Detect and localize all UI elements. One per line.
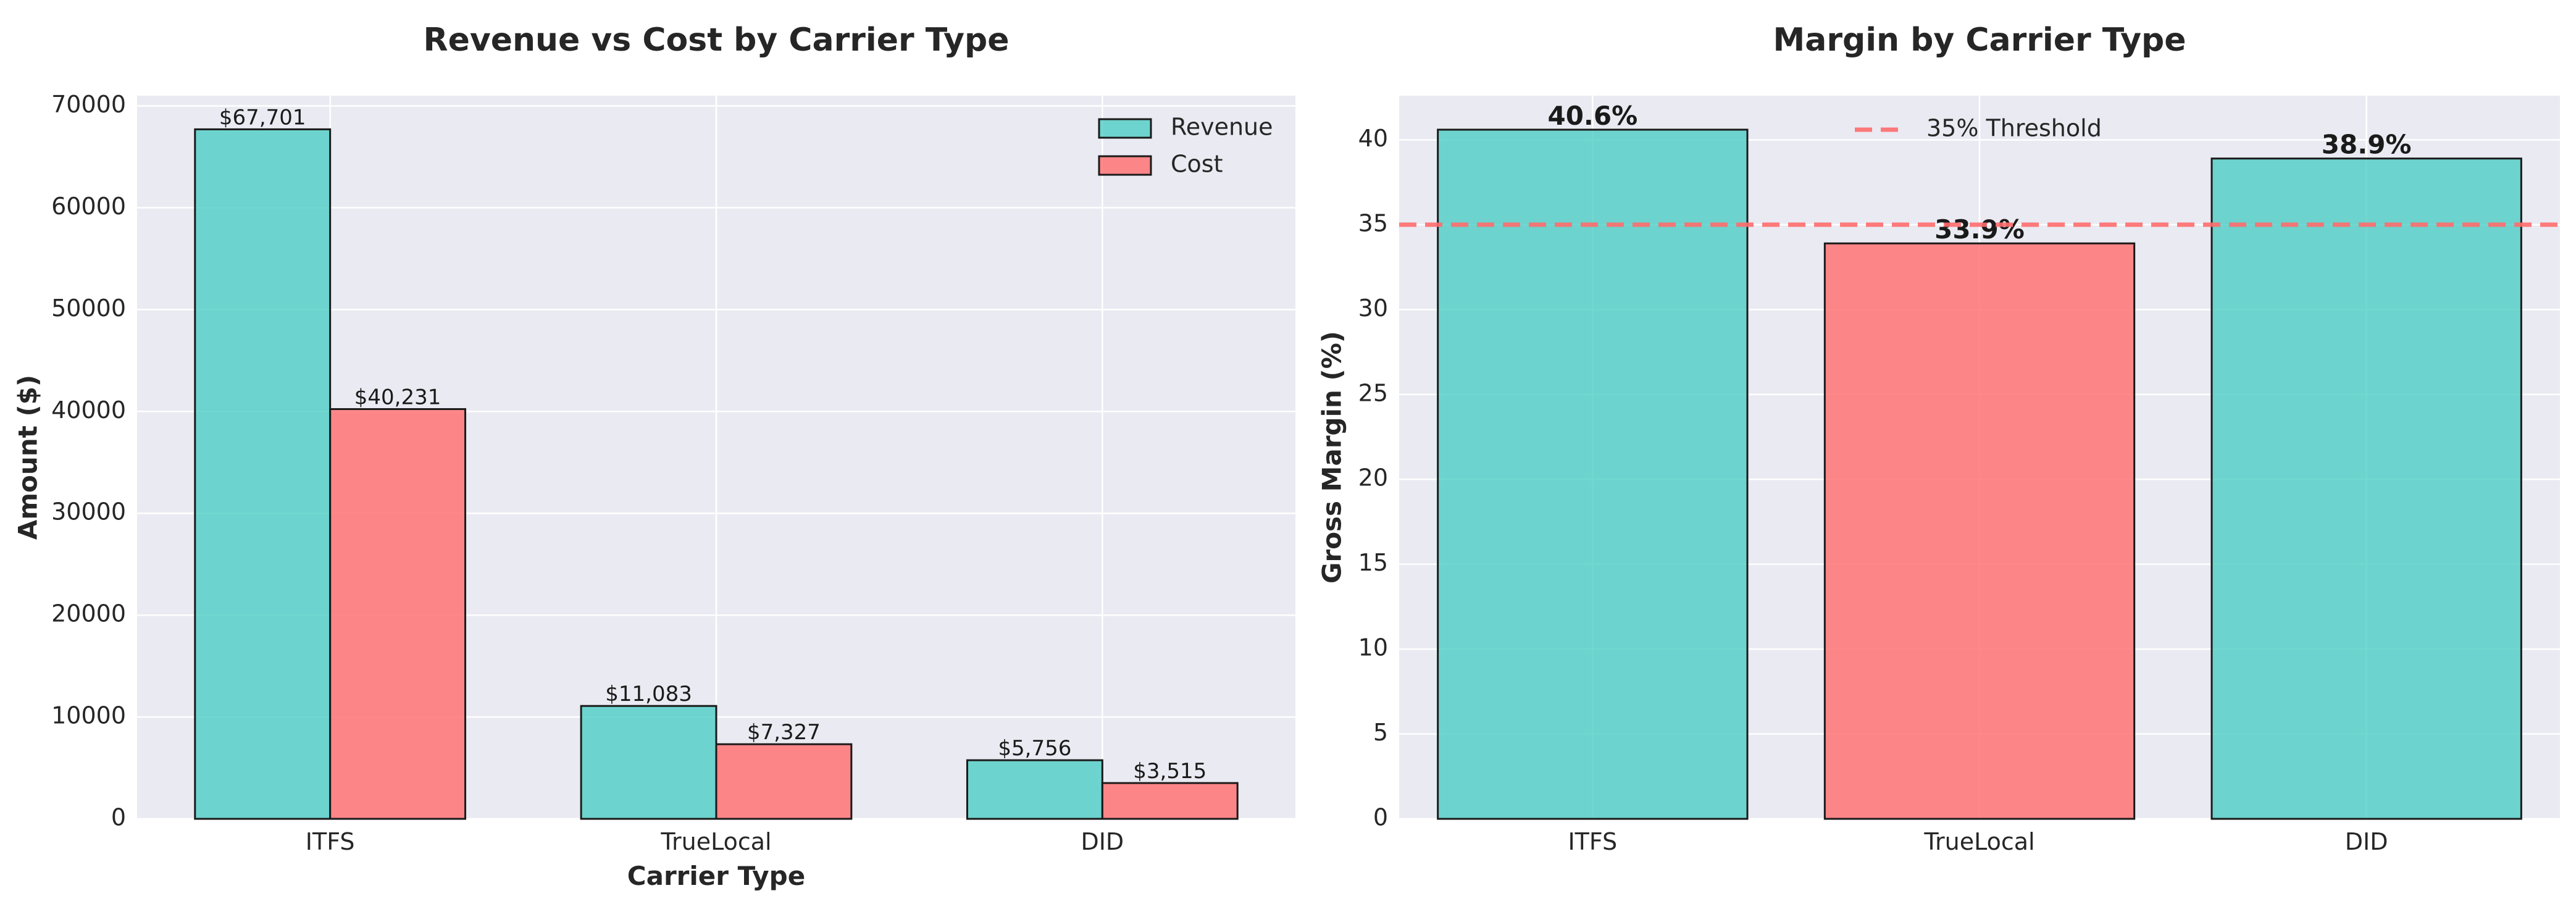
legend-label: Revenue [1171,114,1273,141]
x-tick-label: ITFS [306,828,355,855]
bar-value-label: 33.9% [1934,214,2025,245]
y-tick-label: 10000 [51,702,126,729]
chart-title: Margin by Carrier Type [1773,22,2186,59]
y-tick-label: 35 [1358,209,1388,237]
bar-value-label: $3,515 [1133,759,1206,784]
y-tick-label: 60000 [51,193,126,220]
bar-cost-truelocal [715,743,853,820]
bar-did [2210,157,2522,820]
y-tick-label: 5 [1373,719,1388,746]
legend-swatch-cost [1098,155,1152,176]
y-tick-label: 40000 [51,396,126,424]
x-tick-label: TrueLocal [1923,828,2034,855]
bar-revenue-itfs [194,128,332,820]
x-tick-label: DID [1081,828,1124,855]
x-tick-label: ITFS [1568,828,1617,855]
y-axis-label: Amount ($) [13,375,43,540]
bar-value-label: 38.9% [2322,130,2412,160]
bar-revenue-truelocal [580,705,717,820]
y-tick-label: 15 [1358,549,1388,576]
bar-value-label: $67,701 [219,105,306,130]
x-axis-label: Carrier Type [627,861,805,891]
bar-value-label: $40,231 [354,385,441,409]
bar-truelocal [1823,242,2136,820]
legend-label: 35% Threshold [1926,115,2102,142]
bar-revenue-did [966,759,1103,820]
y-tick-label: 30000 [51,498,126,526]
bar-value-label: 40.6% [1547,101,1637,131]
bar-cost-did [1101,782,1239,820]
chart-title: Revenue vs Cost by Carrier Type [424,22,1010,59]
bar-value-label: $7,327 [747,720,821,745]
y-tick-label: 50000 [51,295,126,322]
bar-itfs [1437,128,1749,820]
y-tick-label: 20000 [51,600,126,627]
y-tick-label: 0 [1373,804,1388,831]
bar-value-label: $5,756 [998,736,1071,761]
bar-cost-itfs [329,408,467,820]
x-tick-label: DID [2345,828,2388,855]
y-tick-label: 25 [1358,379,1388,406]
y-tick-label: 70000 [51,91,126,118]
y-tick-label: 20 [1358,464,1388,492]
legend: 35% Threshold [1855,115,2102,142]
y-tick-label: 40 [1358,125,1388,152]
legend-swatch-revenue [1098,118,1152,139]
x-tick-label: TrueLocal [660,828,771,855]
bar-value-label: $11,083 [605,682,692,706]
chart-1: 0 10000 20000 30000 40000 50000 60000 70000 ITFS… [13,22,1295,891]
legend: Revenue Cost [1098,114,1273,178]
y-axis-label: Gross Margin (%) [1317,331,1347,584]
y-tick-label: 10 [1358,634,1388,661]
legend-label: Cost [1171,151,1223,178]
y-tick-label: 30 [1358,295,1388,322]
chart-2: 0 5 10 15 20 25 30 35 40 ITFS TrueLocal DID Margin b… [1317,22,2560,855]
y-tick-label: 0 [111,804,126,831]
